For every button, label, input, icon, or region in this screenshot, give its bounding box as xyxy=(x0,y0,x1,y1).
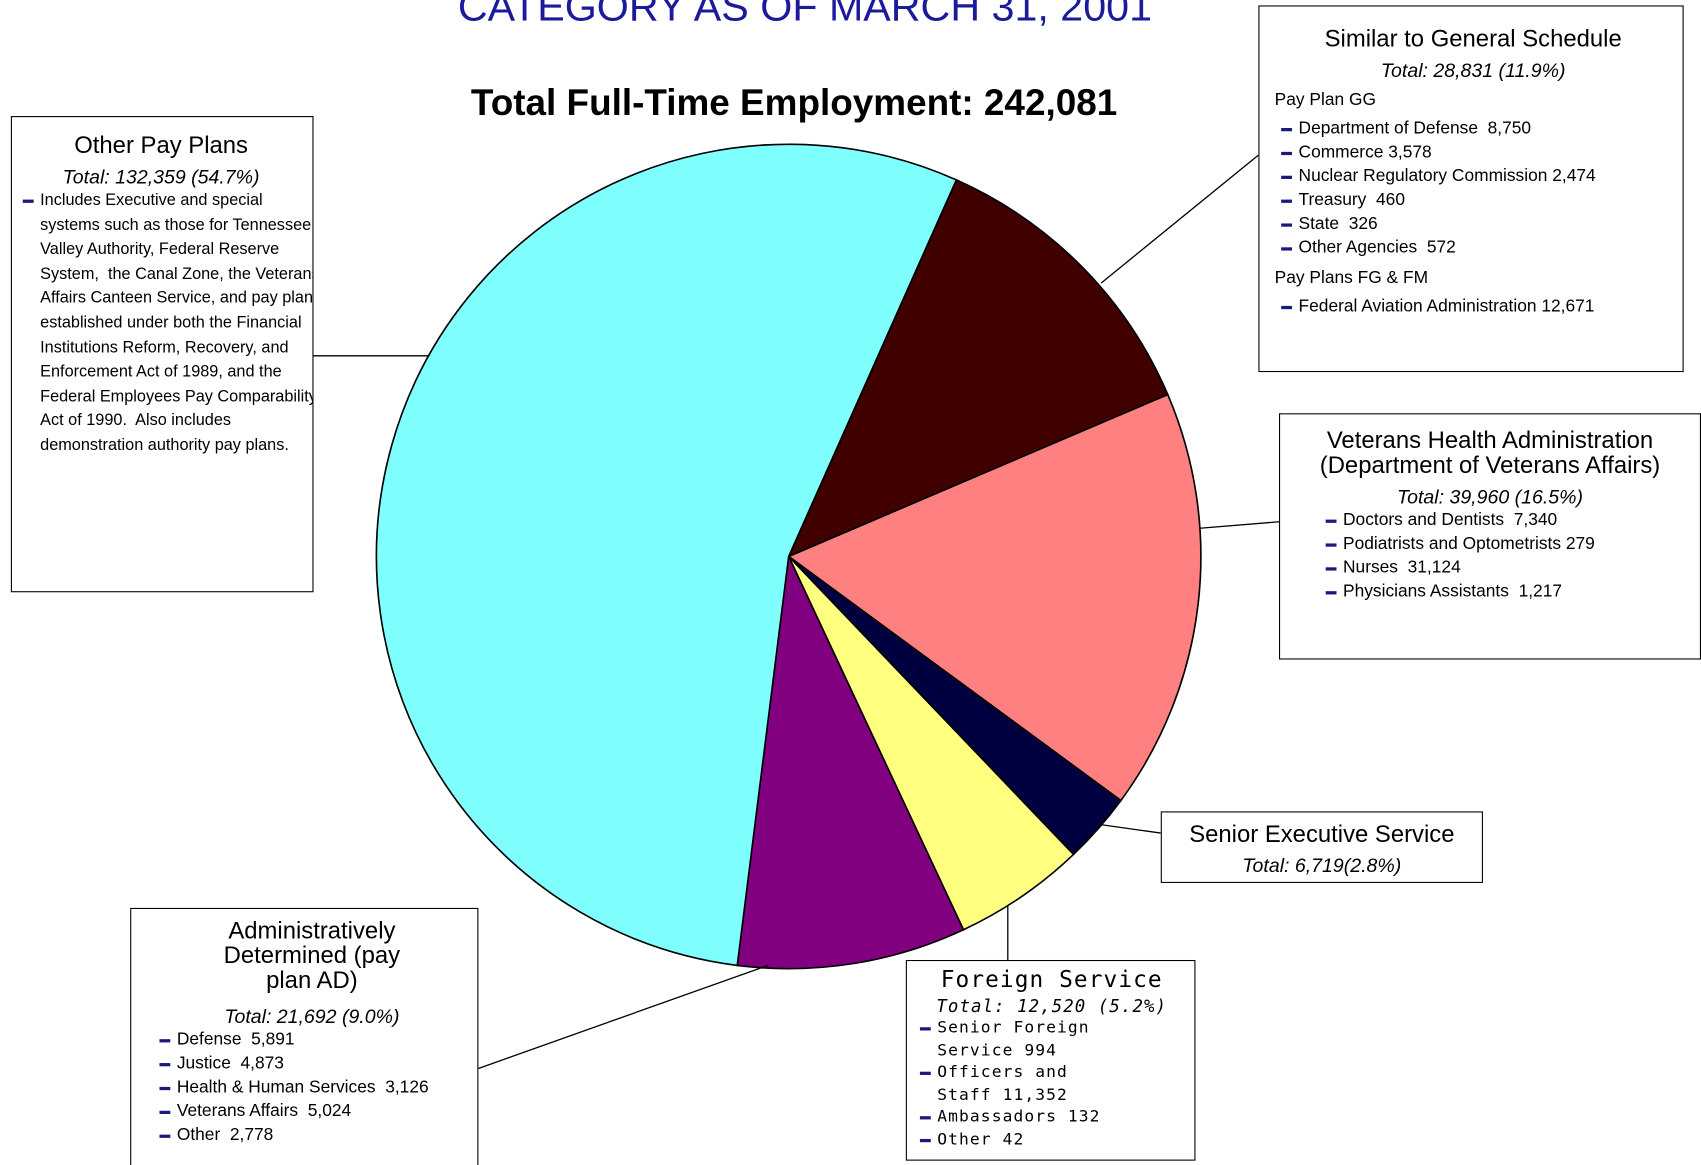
pie-slice xyxy=(375,143,958,967)
callout-total: Total: 12,520 (5.2%) xyxy=(936,995,1168,1017)
callout-total: Total: 28,831 (11.9%) xyxy=(1380,59,1566,82)
callout-total: Total: 21,692 (9.0%) xyxy=(224,1005,400,1028)
callout-item: Other 2,778 xyxy=(153,1124,477,1148)
leader-line xyxy=(1100,154,1259,284)
callout-total: Total: 132,359 (54.7%) xyxy=(62,165,260,188)
callout-item: Health & Human Services 3,126 xyxy=(153,1076,477,1100)
pie-slice xyxy=(787,393,1202,802)
leader-line xyxy=(1199,521,1280,529)
chart-subtitle: Total Full-Time Employment: 242,081 xyxy=(470,82,1118,124)
callout-total: Total: 6,719(2.8%) xyxy=(1242,854,1402,877)
callout-title: Administratively Determined (pay plan AD… xyxy=(223,916,401,994)
callout-box: Similar to General Schedule Total: 28,831… xyxy=(1258,5,1684,373)
callout-item: Defense 5,891 xyxy=(153,1028,477,1052)
pie-slice xyxy=(736,553,965,970)
callout-item: Nuclear Regulatory Commission 2,474 xyxy=(1275,165,1683,189)
callout-item: Includes Executive and special systems s… xyxy=(16,189,312,459)
callout-item: Justice 4,873 xyxy=(153,1052,477,1076)
callout-item: Federal Aviation Administration 12,671 xyxy=(1275,295,1683,319)
leader-line xyxy=(478,964,769,1070)
callout-item: Other Agencies 572 xyxy=(1275,236,1683,260)
callout-box: Foreign Service Total: 12,520 (5.2%) Senio… xyxy=(905,959,1196,1161)
callout-box: Other Pay Plans Total: 132,359 (54.7%) Inc… xyxy=(10,116,314,593)
callout-item: Senior Foreign Service 994 xyxy=(913,1016,1116,1060)
callout-title: Foreign Service xyxy=(940,966,1163,993)
callout-item: State 326 xyxy=(1275,213,1683,237)
callout-item: Physicians Assistants 1,217 xyxy=(1319,580,1614,604)
callout-item: Commerce 3,578 xyxy=(1275,141,1683,165)
callout-total: Total: 39,960 (16.5%) xyxy=(1396,485,1583,508)
callout-item: Other 42 xyxy=(913,1128,1116,1150)
callout-item: Ambassadors 132 xyxy=(913,1105,1116,1127)
callout-title: Veterans Health Administration (Departme… xyxy=(1319,426,1661,479)
chart-title: CATEGORY AS OF MARCH 31, 2001 xyxy=(457,0,1153,31)
callout-item: Veterans Affairs 5,024 xyxy=(153,1100,477,1124)
callout-item: Department of Defense 8,750 xyxy=(1275,117,1683,141)
callout-title: Senior Executive Service xyxy=(1189,820,1455,848)
callout-box: Veterans Health Administration (Departme… xyxy=(1279,413,1701,660)
leader-line xyxy=(1098,823,1161,834)
callout-box: Administratively Determined (pay plan AD… xyxy=(130,907,479,1165)
callout-item: Officers and Staff 11,352 xyxy=(913,1061,1116,1105)
callout-box: Senior Executive Service Total: 6,719(2.8… xyxy=(1160,811,1483,883)
callout-item: Doctors and Dentists 7,340 xyxy=(1319,509,1614,533)
callout-heading: Pay Plans FG & FM xyxy=(1274,269,1429,288)
callout-heading: Pay Plan GG xyxy=(1274,91,1376,110)
callout-title: Other Pay Plans xyxy=(74,131,248,159)
callout-item: Treasury 460 xyxy=(1275,189,1683,213)
pie-slice xyxy=(787,178,1169,559)
callout-item: Nurses 31,124 xyxy=(1319,556,1614,580)
callout-item: Podiatrists and Optometrists 279 xyxy=(1319,533,1614,557)
callout-title: Similar to General Schedule xyxy=(1324,24,1622,53)
